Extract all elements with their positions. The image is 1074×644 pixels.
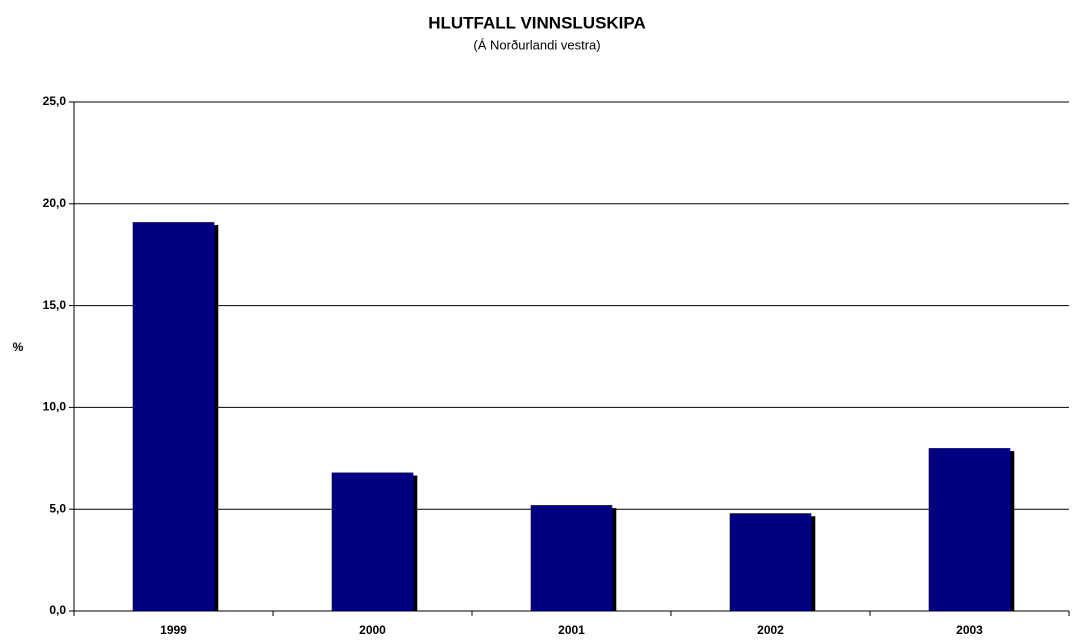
bar [530, 505, 613, 611]
y-tick-label: 20,0 [43, 196, 67, 210]
y-tick-label: 10,0 [43, 400, 67, 414]
y-tick-label: 25,0 [43, 94, 67, 108]
bar [928, 448, 1011, 611]
bar [132, 222, 215, 611]
chart-subtitle: (Á Norðurlandi vestra) [473, 37, 600, 52]
y-tick-label: 15,0 [43, 298, 67, 312]
y-tick-label: 5,0 [49, 501, 66, 515]
x-tick-label: 2002 [757, 623, 784, 637]
x-tick-label: 2003 [956, 623, 983, 637]
chart-title: HLUTFALL VINNSLUSKIPA [428, 13, 646, 32]
bar [729, 513, 812, 611]
bar [331, 472, 414, 611]
x-tick-label: 1999 [160, 623, 187, 637]
y-tick-label: 0,0 [49, 603, 66, 617]
x-tick-label: 2001 [558, 623, 585, 637]
x-tick-label: 2000 [359, 623, 386, 637]
y-axis-label: % [13, 340, 24, 354]
